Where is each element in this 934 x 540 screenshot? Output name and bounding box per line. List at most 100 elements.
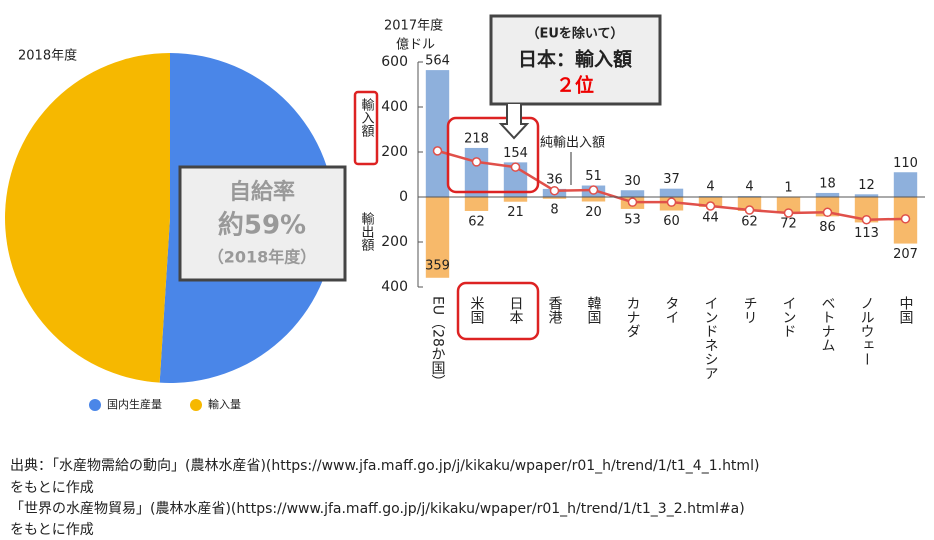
bar [425,70,450,197]
value-label: 62 [468,214,485,229]
net-point [471,157,482,167]
value-label: 110 [893,156,918,171]
value-label: 30 [624,174,641,189]
value-label: 4 [745,180,753,195]
x-tick-label: 米国 [469,296,485,324]
x-tick-label: タイ [664,296,680,324]
value-label: 12 [858,178,875,193]
value-label: 60 [663,214,680,229]
value-label: 564 [425,54,450,69]
source-line: をもとに作成 [10,522,94,538]
bar [776,197,801,214]
callout-title: （EUを除いて） [526,26,623,42]
bar [425,197,450,278]
bar [854,194,879,197]
y-tick-label: 0 [399,189,408,205]
legend-label: 輸入量 [208,397,241,411]
value-label: 53 [624,212,641,227]
value-label: 154 [503,146,528,161]
value-label: 8 [550,202,558,217]
value-label: 207 [893,247,918,262]
x-tick-label: 中国 [898,296,914,324]
net-point [705,201,716,211]
rate-title: 自給率 [229,179,295,205]
value-label: 1 [784,180,792,195]
net-point [822,207,833,218]
y-tick-label: 400 [381,279,408,295]
y-tick-label: 200 [381,234,408,250]
callout-text: 日本：輸入額 [518,48,632,71]
callout-rank: ２位 [556,74,594,97]
bar [464,147,489,197]
value-label: 113 [854,226,879,241]
net-point [861,214,872,225]
net-point [666,197,677,207]
unit: 億ドル [396,37,435,53]
highlight-box [456,281,540,341]
value-label: 4 [706,180,714,195]
x-tick-label: インドネシア [703,296,719,380]
legend-swatch [89,399,101,411]
import-box [353,90,379,166]
rate-box [178,165,347,282]
bar [737,197,762,211]
source-line: 出典：「水産物需給の動向」(農林水産省)(https://www.jfa.maf… [10,458,759,474]
value-label: 36 [546,172,563,187]
net-point [744,205,755,215]
value-label: 18 [819,176,836,191]
export-axis-label: 輸出額 [359,212,375,252]
net-point [627,197,638,207]
net-point [783,208,794,218]
net-point [549,185,560,196]
net-point [900,214,911,224]
bar [659,188,684,197]
source-line: をもとに作成 [10,480,94,496]
x-tick-label: ベトナム [820,296,836,352]
x-tick-label: インド [781,296,797,338]
bar-title: 2017年度 [384,18,443,34]
pie-title: 2018年度 [18,48,77,64]
source-line: 「世界の水産物貿易」(農林水産省)(https://www.jfa.maff.g… [10,501,745,517]
bar [815,192,840,197]
bar [464,197,489,211]
x-tick-label: EU（28か国） [430,296,446,389]
value-label: 51 [585,169,602,184]
pie-slice [5,53,171,383]
value-label: 359 [425,258,450,273]
value-label: 218 [464,131,489,146]
rate-value: 約59% [218,210,306,241]
value-label: 44 [702,210,719,225]
rate-note: （2018年度） [208,248,317,267]
bar [893,172,918,197]
net-point [510,162,521,172]
x-tick-label: ノルウェー [859,296,875,366]
value-label: 62 [741,214,758,229]
bar [854,197,879,223]
y-tick-label: 600 [381,54,408,70]
callout-box [489,14,662,106]
y-tick-label: 200 [381,144,408,160]
highlight-box [446,116,540,194]
import-axis-label: 輸入額 [359,98,375,138]
x-tick-label: 日本 [508,296,524,324]
net-label: 純輸出入額 [540,136,605,151]
value-label: 20 [585,205,602,220]
bar [620,190,645,197]
y-tick-label: 400 [381,99,408,115]
net-point [432,146,443,156]
x-tick-label: 香港 [547,296,563,324]
x-tick-label: 韓国 [586,296,602,324]
value-label: 37 [663,172,680,187]
bar [581,197,606,202]
legend-label: 国内生産量 [107,397,162,411]
x-tick-label: チリ [742,296,758,324]
value-label: 86 [819,220,836,235]
value-label: 72 [780,217,797,232]
legend-swatch [190,399,202,411]
value-label: 21 [507,205,524,220]
bar [542,197,567,199]
bar [503,197,528,202]
x-tick-label: カナダ [625,296,641,338]
